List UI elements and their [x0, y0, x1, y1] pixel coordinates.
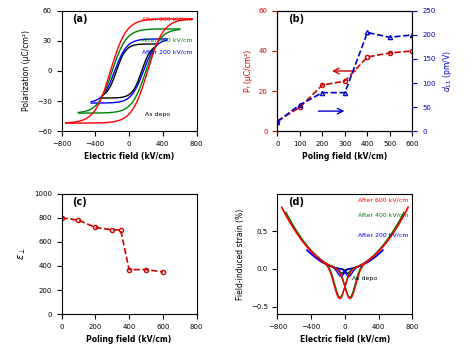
Text: After 600 kV/cm: After 600 kV/cm — [142, 17, 192, 22]
Y-axis label: $\varepsilon_\perp$: $\varepsilon_\perp$ — [17, 247, 28, 260]
X-axis label: Electric field (kV/cm): Electric field (kV/cm) — [84, 152, 174, 161]
Text: (b): (b) — [288, 14, 304, 25]
Y-axis label: Polarization (μC/cm²): Polarization (μC/cm²) — [22, 30, 31, 112]
Text: As depo: As depo — [145, 112, 171, 117]
Y-axis label: $d_{11}$ (pm/V): $d_{11}$ (pm/V) — [441, 50, 454, 92]
Text: (d): (d) — [288, 197, 304, 207]
Text: After 200 kV/cm: After 200 kV/cm — [358, 232, 408, 237]
X-axis label: Poling field (kV/cm): Poling field (kV/cm) — [86, 335, 172, 344]
X-axis label: Poling field (kV/cm): Poling field (kV/cm) — [302, 152, 388, 161]
Text: After 400 kV/cm: After 400 kV/cm — [142, 37, 192, 42]
Text: As depo: As depo — [352, 275, 377, 280]
Y-axis label: Field-induced strain (%): Field-induced strain (%) — [236, 208, 245, 300]
Text: (c): (c) — [73, 197, 87, 207]
Text: After 400 kV/cm: After 400 kV/cm — [358, 213, 408, 218]
Text: After 200 kV/cm: After 200 kV/cm — [142, 49, 192, 55]
Text: (a): (a) — [73, 14, 88, 25]
Y-axis label: Pᵣ (μC/cm²): Pᵣ (μC/cm²) — [244, 50, 253, 92]
Text: After 600 kV/cm: After 600 kV/cm — [358, 197, 408, 203]
X-axis label: Electric field (kV/cm): Electric field (kV/cm) — [300, 335, 390, 344]
